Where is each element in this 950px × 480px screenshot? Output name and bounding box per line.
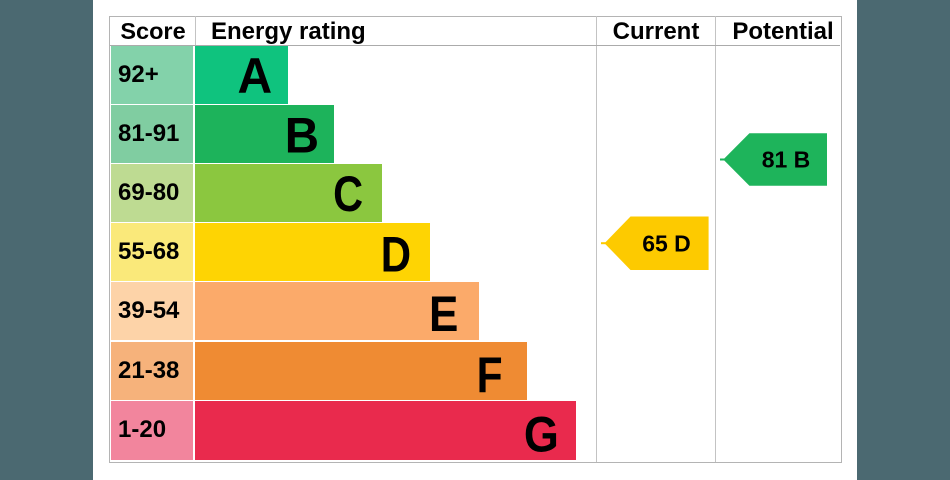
svg-text:65 D: 65 D <box>642 231 691 257</box>
svg-text:81 B: 81 B <box>762 147 811 173</box>
